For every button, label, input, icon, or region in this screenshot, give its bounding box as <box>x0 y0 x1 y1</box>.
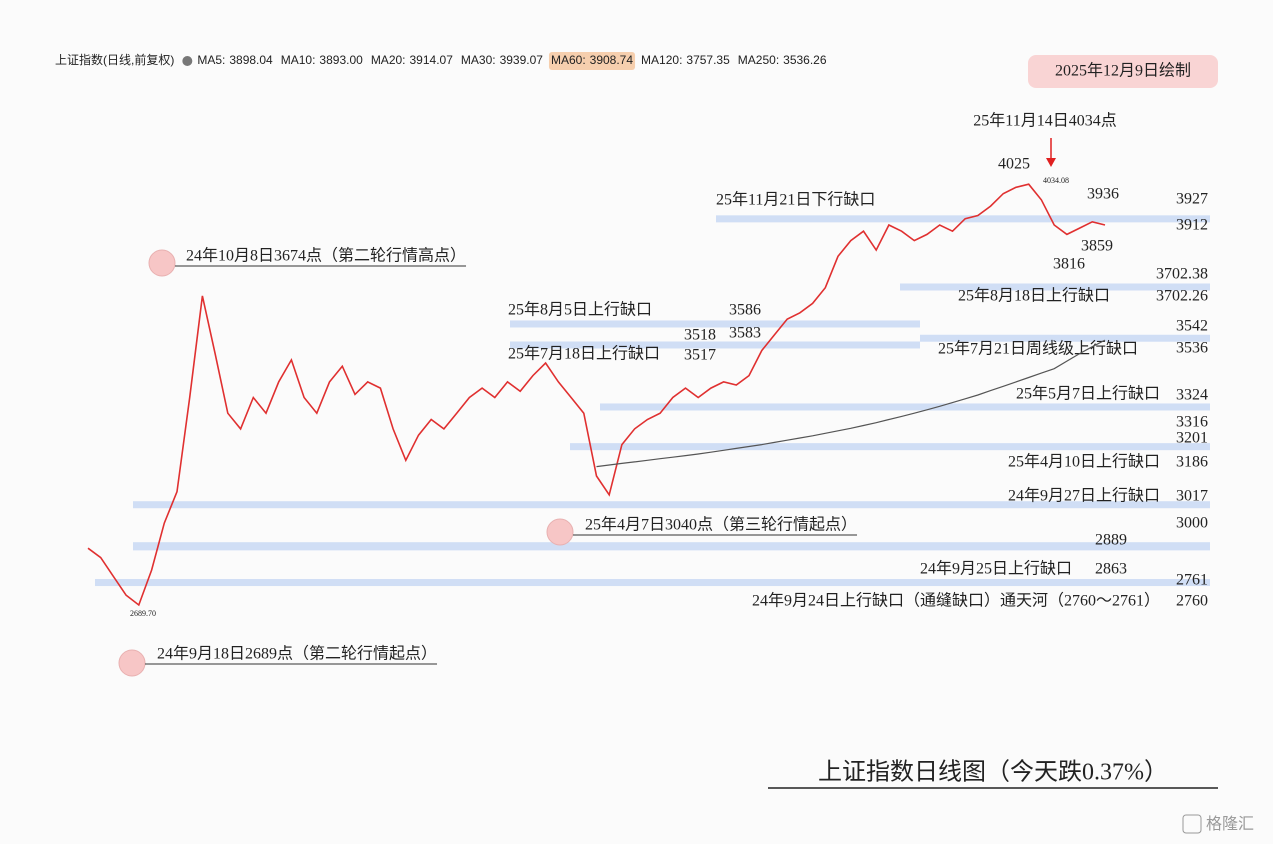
ma-value: 3536.26 <box>783 53 827 67</box>
gap-band <box>716 215 1210 223</box>
ma-item: MA250: 3536.26 <box>738 53 827 67</box>
symbol: 上证指数(日线,前复权) <box>55 52 174 67</box>
ma-value: 3898.04 <box>229 53 273 67</box>
series-line <box>87 183 1106 607</box>
arrow-head <box>1046 158 1056 167</box>
ma-value: 3939.07 <box>500 53 544 67</box>
ma-value: 3908.74 <box>590 53 634 67</box>
gap-high: 3542 <box>1176 318 1208 335</box>
gap-label: 25年7月18日上行缺口 <box>508 345 660 363</box>
milestone-dot <box>546 518 574 546</box>
annotation: 4025 <box>998 156 1030 173</box>
ma-name: MA10: <box>281 53 316 67</box>
ma-name: MA5: <box>197 53 225 67</box>
series-line <box>596 339 1106 468</box>
gap-band <box>600 403 1210 411</box>
gap-low: 3583 <box>729 325 761 342</box>
gap-label: 24年9月24日上行缺口（通缝缺口）通天河（2760～2761） <box>752 592 1160 610</box>
ma-value: 3893.00 <box>319 53 363 67</box>
gap-low: 2760 <box>1176 593 1208 610</box>
badge-bg <box>1028 55 1218 88</box>
ma-item: MA10: 3893.00 <box>281 53 363 67</box>
gap-high: 3702.38 <box>1156 266 1208 283</box>
gap-label: 25年8月18日上行缺口 <box>958 287 1110 305</box>
milestone-label: 24年9月18日2689点（第二轮行情起点） <box>157 645 437 663</box>
milestone-dot <box>148 249 176 277</box>
annotation: 3859 <box>1081 238 1113 255</box>
ma-item: MA120: 3757.35 <box>641 53 730 67</box>
annotation: 3816 <box>1053 256 1085 273</box>
annotation: 25年11月14日4034点 <box>973 112 1116 130</box>
ma-value: 3757.35 <box>686 53 730 67</box>
gap-band <box>510 320 920 328</box>
gap-band <box>95 579 1210 587</box>
gap-label: 24年9月27日上行缺口 <box>1008 487 1160 505</box>
footer-title: 上证指数日线图（今天跌0.37%） <box>818 759 1168 786</box>
gap-high: 3927 <box>1176 191 1208 208</box>
gap-low: 2863 <box>1095 561 1127 578</box>
gap-band <box>510 341 920 349</box>
milestone-dot <box>118 649 146 677</box>
gap-band <box>900 283 1210 291</box>
ma-name: MA120: <box>641 53 682 67</box>
gap-high: 2761 <box>1176 572 1208 589</box>
toggle <box>182 56 193 66</box>
ma-name: MA250: <box>738 53 779 67</box>
gap-high: 3586 <box>729 302 761 319</box>
ma-item: MA30: 3939.07 <box>461 53 544 67</box>
gap-low: 3536 <box>1176 340 1208 357</box>
gap-label: 25年8月5日上行缺口 <box>508 301 652 319</box>
logo <box>1182 814 1202 834</box>
ma-item: MA5: 3898.04 <box>197 53 273 67</box>
gap-label: 25年4月10日上行缺口 <box>1008 453 1160 471</box>
gap-high: 2889 <box>1095 532 1127 549</box>
badge: 2025年12月9日绘制 <box>1055 62 1191 80</box>
gap-low: 3000 <box>1176 515 1208 532</box>
gap-high: 3201 <box>1176 430 1208 447</box>
milestone-label: 25年4月7日3040点（第三轮行情起点） <box>585 516 857 534</box>
gap-low: 3316 <box>1176 414 1208 431</box>
gap-label: 25年11月21日下行缺口 <box>716 191 875 209</box>
ma-name: MA60: <box>551 53 586 67</box>
gap-low: 3517 <box>684 347 716 364</box>
annotation: 3936 <box>1087 186 1119 203</box>
gap-high: 3324 <box>1176 387 1208 404</box>
gap-low: 3186 <box>1176 454 1208 471</box>
watermark: 格隆汇 <box>1206 815 1254 833</box>
ma-item: MA20: 3914.07 <box>371 53 454 67</box>
gap-band <box>133 542 1210 551</box>
gap-band <box>133 501 1210 509</box>
annotation: 2689.70 <box>130 609 156 618</box>
ma-item: MA60: 3908.74 <box>548 52 636 70</box>
gap-high: 3017 <box>1176 488 1208 505</box>
gap-label: 25年7月21日周线级上行缺口 <box>938 340 1138 358</box>
gap-band <box>570 443 1210 451</box>
milestone-label: 24年10月8日3674点（第二轮行情高点） <box>186 247 466 265</box>
gap-high: 3518 <box>684 327 716 344</box>
annotation: 4034.08 <box>1043 176 1069 185</box>
gap-label: 25年5月7日上行缺口 <box>1016 385 1160 403</box>
ma-name: MA30: <box>461 53 496 67</box>
ma-name: MA20: <box>371 53 406 67</box>
gap-low: 3702.26 <box>1156 288 1208 305</box>
gap-low: 3912 <box>1176 217 1208 234</box>
ma-bg <box>548 52 636 70</box>
gap-label: 24年9月25日上行缺口 <box>920 560 1072 578</box>
gap-band <box>920 334 1210 342</box>
ma-value: 3914.07 <box>410 53 454 67</box>
